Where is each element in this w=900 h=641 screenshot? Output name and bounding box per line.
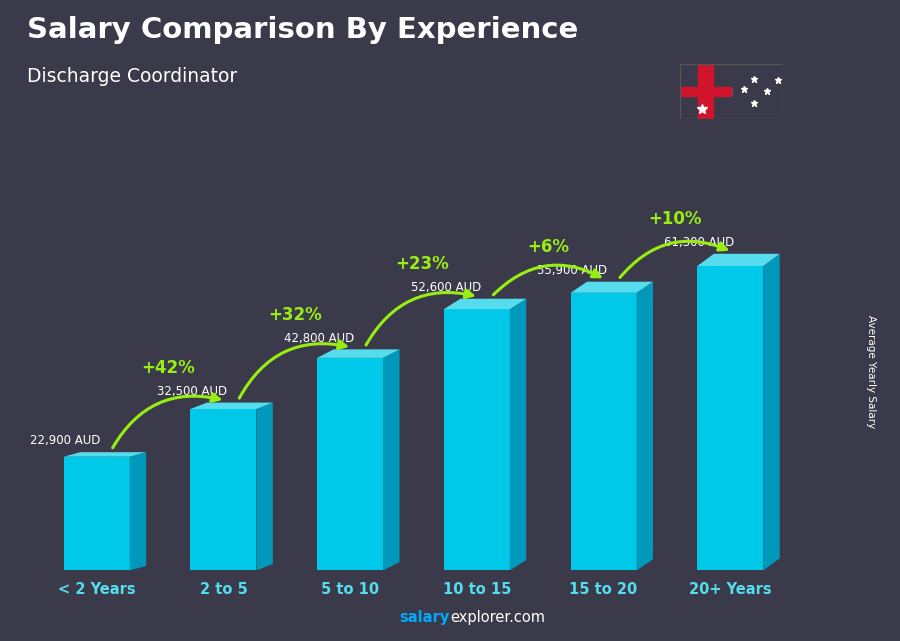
Text: +32%: +32% bbox=[268, 306, 322, 324]
Polygon shape bbox=[444, 299, 526, 309]
Text: 61,300 AUD: 61,300 AUD bbox=[664, 236, 734, 249]
Polygon shape bbox=[763, 254, 779, 570]
Bar bbox=[701, 64, 710, 119]
Bar bbox=[191, 409, 256, 570]
Text: Discharge Coordinator: Discharge Coordinator bbox=[27, 67, 238, 87]
Bar bbox=[698, 266, 763, 570]
Text: 52,600 AUD: 52,600 AUD bbox=[410, 281, 481, 294]
Bar bbox=[444, 309, 509, 570]
Text: Salary Comparison By Experience: Salary Comparison By Experience bbox=[27, 16, 578, 44]
Polygon shape bbox=[698, 254, 779, 266]
Text: salary: salary bbox=[400, 610, 450, 625]
Bar bbox=[680, 87, 731, 96]
Polygon shape bbox=[130, 452, 146, 570]
Text: 42,800 AUD: 42,800 AUD bbox=[284, 331, 355, 345]
Polygon shape bbox=[256, 403, 273, 570]
Text: +10%: +10% bbox=[648, 210, 702, 228]
Text: +23%: +23% bbox=[395, 255, 448, 273]
Text: explorer.com: explorer.com bbox=[450, 610, 545, 625]
Polygon shape bbox=[317, 349, 400, 358]
Text: +42%: +42% bbox=[141, 359, 195, 377]
Bar bbox=[64, 457, 130, 570]
Polygon shape bbox=[509, 299, 526, 570]
Bar bbox=[680, 88, 731, 95]
Polygon shape bbox=[571, 281, 653, 293]
Polygon shape bbox=[191, 403, 273, 409]
Polygon shape bbox=[636, 281, 653, 570]
Bar bbox=[698, 64, 713, 119]
Bar bbox=[571, 293, 636, 570]
Text: 22,900 AUD: 22,900 AUD bbox=[31, 435, 101, 447]
Polygon shape bbox=[383, 349, 400, 570]
Text: +6%: +6% bbox=[527, 238, 570, 256]
Text: 55,900 AUD: 55,900 AUD bbox=[537, 264, 608, 277]
Text: Average Yearly Salary: Average Yearly Salary bbox=[866, 315, 877, 428]
Text: 32,500 AUD: 32,500 AUD bbox=[158, 385, 228, 398]
Bar bbox=[317, 358, 383, 570]
Polygon shape bbox=[64, 452, 146, 457]
